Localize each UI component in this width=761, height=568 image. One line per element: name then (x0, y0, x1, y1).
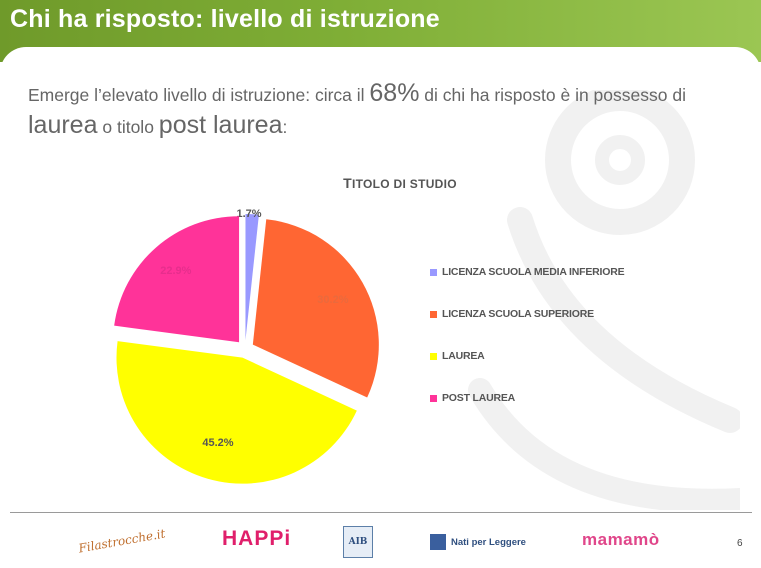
chart-title: TITOLO DI STUDIO (300, 175, 500, 191)
logo-happi: HAPPi (222, 527, 292, 550)
chart-title-initial: T (343, 175, 352, 191)
intro-part2: di chi ha risposto è in possesso di (419, 85, 686, 105)
chart-legend: LICENZA SCUOLA MEDIA INFERIORE LICENZA SC… (430, 266, 625, 434)
pie-slice-4 (114, 216, 240, 343)
legend-swatch (430, 311, 437, 318)
page-title: Chi ha risposto: livello di istruzione (10, 5, 440, 33)
legend-label: POST LAUREA (442, 392, 516, 404)
intro-highlight-percent: 68% (369, 79, 420, 107)
pie-slice-2 (252, 219, 379, 398)
legend-item-3: LAUREA (430, 350, 624, 392)
page-number: 6 (737, 538, 743, 549)
intro-part3: o titolo (97, 117, 159, 137)
legend-label: LICENZA SCUOLA MEDIA INFERIORE (442, 266, 625, 278)
logo-nati-per-leggere: Nati per Leggere (430, 534, 526, 550)
pie-slice-3 (116, 341, 357, 484)
watermark-at-icon (468, 90, 740, 510)
logo-aib-text: AIB (348, 537, 368, 547)
data-label-1: 1.7% (236, 208, 261, 220)
intro-part1: Emerge l’elevato livello di istruzione: … (28, 85, 370, 105)
data-label-4: 22.9% (160, 265, 191, 277)
data-label-2: 30.2% (317, 294, 348, 306)
book-icon (430, 534, 446, 550)
legend-item-4: POST LAUREA (430, 392, 624, 434)
intro-part4: : (282, 117, 288, 137)
intro-text: Emerge l’elevato livello di istruzione: … (28, 78, 728, 142)
legend-swatch (430, 395, 437, 402)
intro-highlight-post: post laurea (158, 111, 283, 139)
legend-swatch (430, 269, 437, 276)
intro-highlight-laurea: laurea (28, 111, 98, 139)
legend-label: LICENZA SCUOLA SUPERIORE (442, 308, 594, 320)
logo-mamamo: mamamò (582, 530, 660, 549)
legend-item-2: LICENZA SCUOLA SUPERIORE (430, 308, 624, 350)
logo-npl-text: Nati per Leggere (451, 536, 526, 548)
footer-divider (10, 512, 752, 513)
pie-slice-1 (245, 214, 259, 341)
legend-item-1: LICENZA SCUOLA MEDIA INFERIORE (430, 266, 625, 308)
legend-swatch (430, 353, 437, 360)
data-label-3: 45.2% (202, 437, 233, 449)
logo-aib: AIB (343, 526, 373, 558)
legend-label: LAUREA (442, 350, 485, 362)
chart-title-rest: ITOLO DI STUDIO (351, 177, 457, 191)
